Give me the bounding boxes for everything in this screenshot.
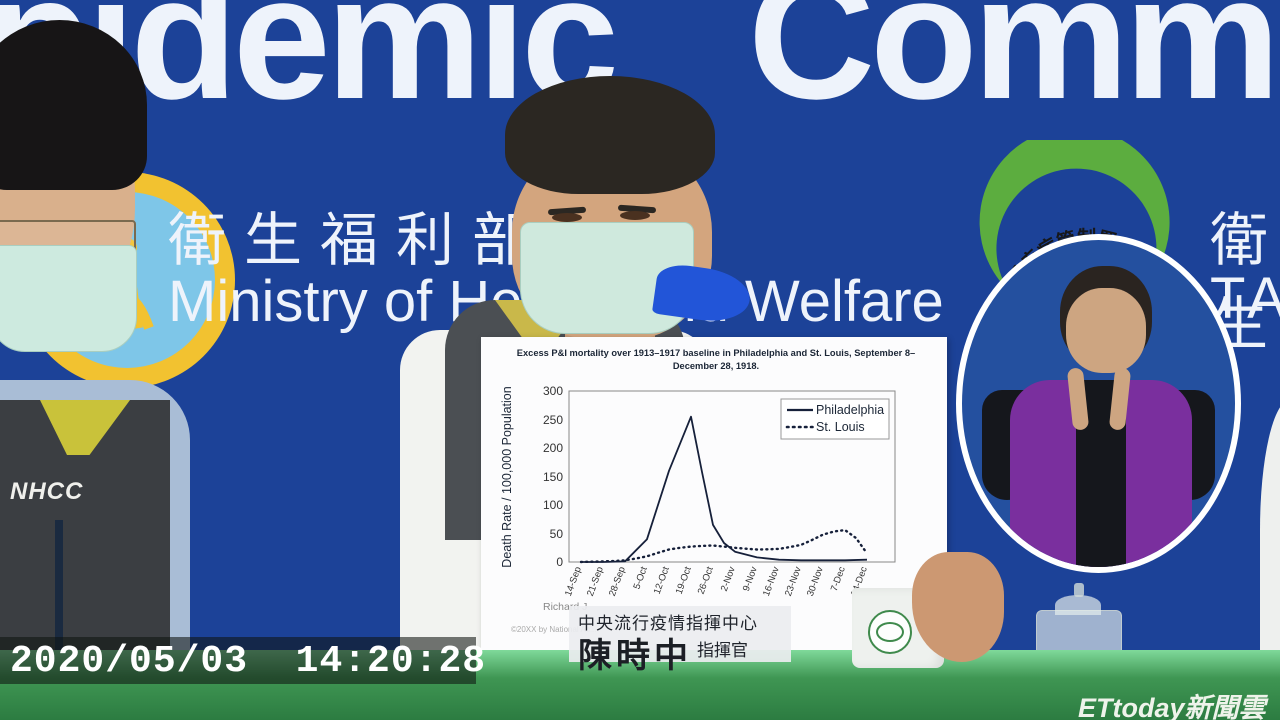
svg-text:19-Oct: 19-Oct: [674, 565, 694, 596]
svg-text:16-Nov: 16-Nov: [761, 565, 782, 598]
svg-text:Death Rate / 100,000 Populatio: Death Rate / 100,000 Population: [500, 386, 514, 567]
svg-text:Philadelphia: Philadelphia: [816, 403, 884, 417]
svg-text:9-Nov: 9-Nov: [741, 565, 760, 593]
svg-text:300: 300: [543, 384, 563, 398]
svg-text:12-Oct: 12-Oct: [652, 565, 672, 596]
svg-text:0: 0: [556, 555, 563, 569]
svg-text:150: 150: [543, 470, 563, 484]
svg-text:5-Oct: 5-Oct: [632, 565, 650, 591]
svg-text:28-Sep: 28-Sep: [607, 565, 628, 598]
svg-text:7-Dec: 7-Dec: [829, 565, 848, 593]
svg-text:2-Nov: 2-Nov: [719, 565, 738, 593]
svg-text:250: 250: [543, 413, 563, 427]
svg-text:50: 50: [550, 527, 564, 541]
svg-text:30-Nov: 30-Nov: [805, 565, 826, 598]
svg-text:100: 100: [543, 498, 563, 512]
svg-text:St. Louis: St. Louis: [816, 420, 865, 434]
svg-text:23-Nov: 23-Nov: [783, 565, 804, 598]
svg-text:200: 200: [543, 441, 563, 455]
svg-text:14-Sep: 14-Sep: [563, 565, 584, 598]
svg-text:21-Sep: 21-Sep: [585, 565, 606, 598]
svg-text:26-Oct: 26-Oct: [696, 565, 716, 596]
